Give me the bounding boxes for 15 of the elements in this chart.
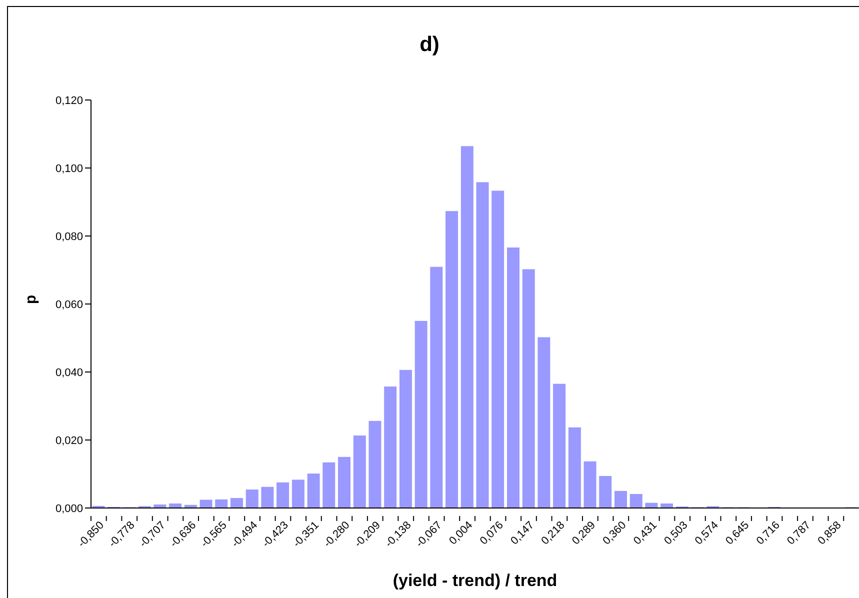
x-axis-title: (yield - trend) / trend [392,571,558,590]
y-tick-label: 0,000 [55,502,83,515]
bar [230,498,244,508]
y-tick-label: 0,080 [55,230,83,243]
chart-title: d) [418,33,440,57]
y-tick-label: 0,040 [55,366,83,379]
y-axis-title: p [22,294,40,304]
bar [338,456,352,508]
y-tick-label: 0,100 [55,162,83,175]
bar [614,490,628,508]
bar [445,210,459,508]
y-tick-label: 0,020 [55,434,83,447]
y-tick-label: 0,120 [55,94,83,107]
bar [506,246,520,508]
y-tick-label: 0,060 [55,298,83,311]
